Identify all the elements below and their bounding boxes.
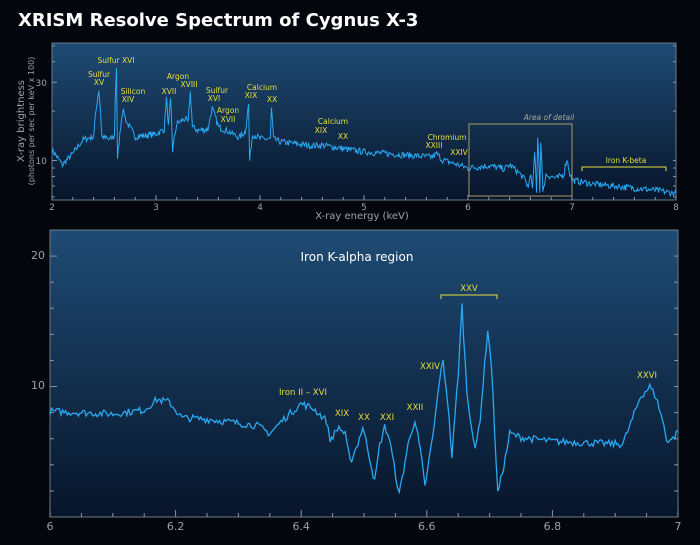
detail-title: Iron K-alpha region — [301, 250, 414, 264]
y-tick-label: 20 — [31, 249, 45, 262]
x-tick-label: 8 — [673, 203, 679, 213]
annotation: XX — [358, 413, 370, 423]
detail-spectrum-line — [49, 303, 679, 495]
annotation: XV — [94, 78, 105, 87]
annotation: XIX — [335, 409, 349, 419]
annotation: XXIII — [426, 141, 443, 150]
x-tick-label: 6.6 — [418, 520, 436, 533]
x-tick-label: 6.8 — [544, 520, 562, 533]
annotation: XVII — [221, 115, 236, 124]
overview-chart: 2 3 4 5 6 7 8 10 30 X-ray energy (keV) X… — [16, 42, 679, 222]
annotation: XX — [267, 95, 277, 104]
x-tick-label: 3 — [153, 203, 159, 213]
y-tick-label: 10 — [36, 157, 48, 167]
overview-x-tick-labels: 2 3 4 5 6 7 8 — [49, 203, 679, 213]
x-tick-label: 6.2 — [167, 520, 185, 533]
overview-annotations: Sulfur XV Sulfur XVI Silicon XIV XVII Ar… — [88, 56, 667, 171]
x-tick-label: 6 — [47, 520, 54, 533]
x-tick-label: 5 — [361, 203, 367, 213]
detail-ticks — [49, 255, 679, 517]
x-tick-label: 6 — [465, 203, 471, 213]
annotation: Argon — [167, 72, 189, 81]
x-tick-label: 7 — [569, 203, 575, 213]
annotation: XXI — [380, 413, 394, 423]
annotation: Chromium — [428, 133, 467, 142]
annotation: XXV — [460, 284, 478, 294]
detail-chart: 6 6.2 6.4 6.6 6.8 7 10 20 Iron K-alpha r… — [31, 229, 682, 533]
y-axis-label: X-ray brightness — [16, 80, 27, 162]
annotation: Iron K-beta — [606, 156, 647, 165]
detail-box-label: Area of detail — [523, 113, 575, 122]
detail-annotations: Iron II – XVI XIX XX XXI XXII XXIV XXV X… — [279, 284, 657, 423]
annotation: XX — [338, 132, 348, 141]
x-axis-label: X-ray energy (keV) — [315, 211, 409, 222]
x-tick-label: 2 — [49, 203, 55, 213]
figure-title: XRISM Resolve Spectrum of Cygnus X-3 — [18, 10, 418, 31]
x-tick-label: 4 — [257, 203, 263, 213]
annotation: Argon — [217, 106, 239, 115]
overview-spectrum-line — [51, 67, 677, 198]
annotation: Calcium — [247, 83, 277, 92]
annotation: XIV — [122, 95, 135, 104]
annotation: Iron II – XVI — [279, 388, 327, 398]
annotation: XVII — [162, 87, 177, 96]
annotation: XXIV — [420, 362, 440, 372]
annotation: XVIII — [181, 80, 198, 89]
annotation: Sulfur — [88, 70, 111, 79]
annotation: XXVI — [637, 371, 657, 381]
annotation: XIX — [245, 91, 258, 100]
annotation: Calcium — [318, 117, 348, 126]
detail-plot-area — [49, 229, 679, 518]
annotation: Sulfur XVI — [98, 56, 135, 65]
detail-x-tick-labels: 6 6.2 6.4 6.6 6.8 7 — [47, 520, 682, 533]
annotation: XVI — [208, 94, 220, 103]
annotation: XXIV — [450, 148, 468, 157]
annotation: Silicon — [121, 87, 146, 96]
detail-box — [468, 123, 573, 197]
x-tick-label: 7 — [675, 520, 682, 533]
x-tick-label: 6.4 — [292, 520, 310, 533]
annotation: XIX — [315, 126, 328, 135]
iron-k-beta-bracket — [581, 166, 667, 171]
overview-ticks — [51, 45, 677, 200]
y-axis-sublabel: (photons per sec per keV x 100) — [27, 57, 36, 186]
xxv-bracket — [440, 294, 498, 299]
y-tick-label: 10 — [31, 379, 45, 392]
annotation: XXII — [407, 403, 424, 413]
y-tick-label: 30 — [36, 79, 48, 89]
overview-plot-area — [51, 42, 677, 201]
annotation: Sulfur — [206, 86, 229, 95]
